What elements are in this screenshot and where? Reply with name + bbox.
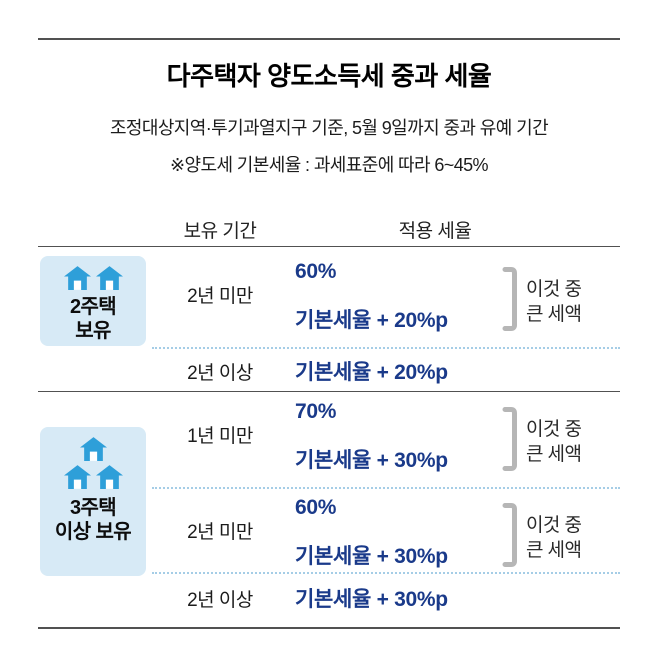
rate-base: 기본세율 + 30%p	[295, 545, 448, 568]
rate-flat: 70%	[295, 400, 337, 423]
column-header-rate: 적용 세율	[398, 221, 472, 242]
rate-flat: 60%	[295, 496, 337, 519]
column-header-period: 보유 기간	[183, 221, 257, 242]
bracket-note-line: 큰 세액	[526, 444, 582, 465]
bracket-note-line: 이것 중	[526, 515, 582, 536]
period-cell: 1년 미만	[187, 426, 253, 447]
house-icon-row	[40, 464, 146, 489]
row-divider-dotted	[152, 347, 620, 349]
row-divider-dotted	[152, 487, 620, 489]
group-label-line: 보유	[75, 320, 111, 342]
bracket-note-line: 이것 중	[526, 419, 582, 440]
rate-base: 기본세율 + 30%p	[295, 449, 448, 472]
bracket-note-line: 큰 세액	[526, 540, 582, 561]
bracket-icon	[502, 407, 517, 471]
group-label-two-houses: 2주택 보유	[40, 256, 146, 346]
period-cell: 2년 이상	[187, 590, 253, 611]
house-icon	[79, 437, 107, 461]
house-icon	[95, 465, 123, 489]
group-label-three-houses: 3주택 이상 보유	[40, 427, 146, 576]
period-cell: 2년 이상	[187, 363, 253, 384]
rate-flat: 60%	[295, 260, 337, 283]
period-cell: 2년 미만	[187, 522, 253, 543]
group-label-line: 2주택	[69, 296, 117, 318]
house-icon	[63, 465, 91, 489]
rate-base: 기본세율 + 20%p	[295, 361, 448, 384]
house-icon	[95, 266, 123, 290]
bottom-rule	[38, 627, 620, 629]
top-rule	[38, 38, 620, 40]
bracket-icon	[502, 267, 517, 331]
group-label-line: 이상 보유	[54, 521, 132, 543]
bracket-note-line: 큰 세액	[526, 304, 582, 325]
rate-base: 기본세율 + 30%p	[295, 588, 448, 611]
house-icon	[63, 266, 91, 290]
period-cell: 2년 미만	[187, 286, 253, 307]
house-icon-row	[40, 436, 146, 461]
group-divider	[38, 391, 620, 392]
page-title: 다주택자 양도소득세 중과 세율	[166, 61, 492, 91]
subtitle: 조정대상지역·투기과열지구 기준, 5월 9일까지 중과 유예 기간	[109, 118, 549, 138]
house-icon-row	[40, 265, 146, 290]
row-divider-dotted	[152, 572, 620, 574]
group-label-line: 3주택	[69, 497, 117, 519]
base-rate-note: ※양도세 기본세율 : 과세표준에 따라 6~45%	[170, 155, 488, 175]
rate-base: 기본세율 + 20%p	[295, 309, 448, 332]
bracket-icon	[502, 503, 517, 567]
header-divider	[38, 246, 620, 247]
bracket-note-line: 이것 중	[526, 279, 582, 300]
